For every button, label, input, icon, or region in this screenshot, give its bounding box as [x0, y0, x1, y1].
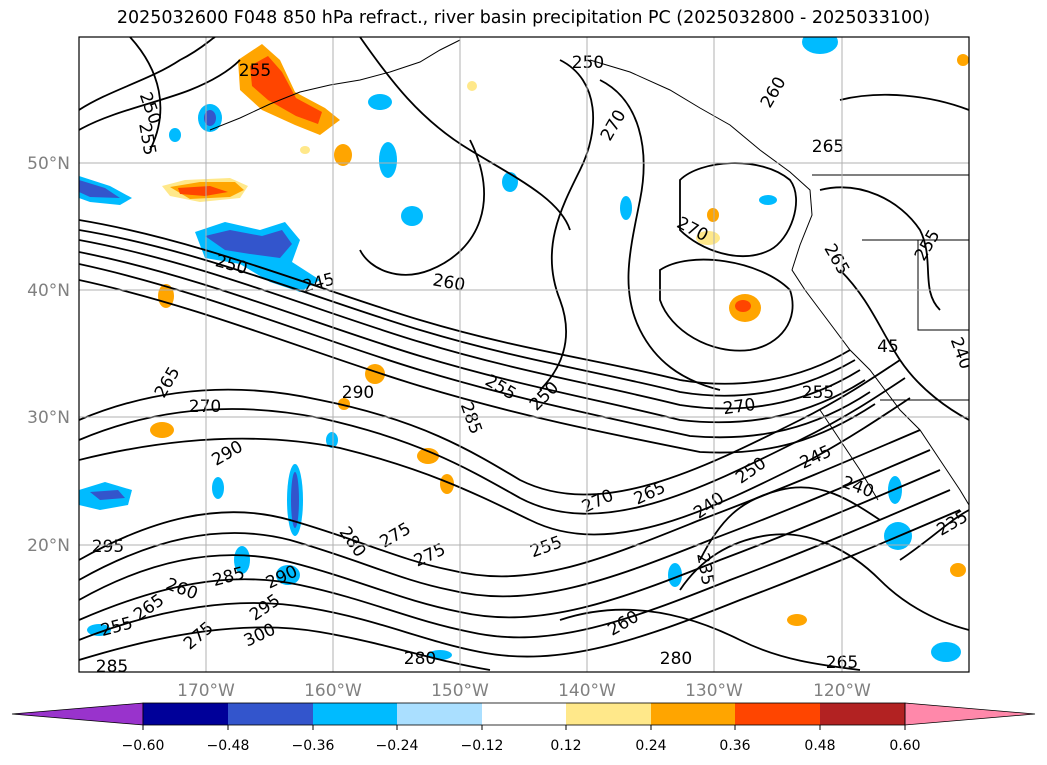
colorbar-tick-label: 0.12	[550, 738, 581, 754]
colorbar-extend-min	[11, 702, 144, 726]
contour-label: 270	[189, 397, 221, 417]
gridlines	[79, 37, 969, 672]
plot-area	[79, 37, 969, 672]
colorbar-segment	[482, 703, 566, 725]
colorbar-tick-label: 0.60	[889, 738, 920, 754]
longitude-labels: 170°W 160°W 150°W 140°W 130°W 120°W	[177, 681, 871, 701]
colorbar-tick-label: −0.48	[207, 738, 250, 754]
latitude-labels: 50°N 40°N 30°N 20°N	[27, 154, 70, 556]
colorbar-tick-label: 0.36	[719, 738, 750, 754]
colorbar-segment	[651, 703, 735, 725]
latitude-label: 30°N	[27, 408, 70, 428]
colorbar-tick-label: 0.24	[635, 738, 666, 754]
colorbar-segment	[143, 703, 228, 725]
refractivity-contours	[79, 37, 969, 671]
map-title: 2025032600 F048 850 hPa refract., river …	[116, 8, 931, 28]
colorbar-segment	[735, 703, 820, 725]
longitude-label: 150°W	[431, 681, 489, 701]
latitude-label: 50°N	[27, 154, 70, 174]
contour-label: 250	[572, 53, 604, 73]
colorbar-extend-max	[904, 702, 1036, 726]
longitude-label: 140°W	[558, 681, 616, 701]
latitude-label: 20°N	[27, 536, 70, 556]
contour-label: 45	[877, 337, 899, 357]
colorbar: −0.60 −0.48 −0.36 −0.24 −0.12 0.12 0.24 …	[11, 702, 1036, 754]
colorbar-segment	[228, 703, 313, 725]
longitude-label: 170°W	[177, 681, 235, 701]
plot-frame	[78, 36, 970, 673]
contour-label: 265	[812, 137, 844, 157]
contour-label: 290	[342, 383, 374, 403]
colorbar-tick-label: 0.48	[804, 738, 835, 754]
longitude-label: 160°W	[304, 681, 362, 701]
longitude-label: 120°W	[813, 681, 871, 701]
contour-label: 255	[239, 61, 271, 81]
colorbar-segment	[313, 703, 397, 725]
colorbar-tick-label: −0.60	[122, 738, 165, 754]
latitude-label: 40°N	[27, 281, 70, 301]
contour-label: 295	[92, 537, 124, 557]
colorbar-segment	[820, 703, 905, 725]
colorbar-tick-label: −0.12	[461, 738, 504, 754]
precipitation-shading	[79, 37, 969, 662]
colorbar-tick-label: −0.36	[292, 738, 335, 754]
colorbar-tick-label: −0.24	[376, 738, 419, 754]
longitude-label: 130°W	[685, 681, 743, 701]
contour-label: 270	[722, 395, 757, 419]
contour-label: 280	[660, 649, 692, 669]
contour-label: 255	[802, 383, 834, 403]
contour-label: 280	[404, 649, 436, 669]
colorbar-segment	[566, 703, 651, 725]
colorbar-segment	[397, 703, 482, 725]
contour-label: 285	[96, 657, 128, 677]
